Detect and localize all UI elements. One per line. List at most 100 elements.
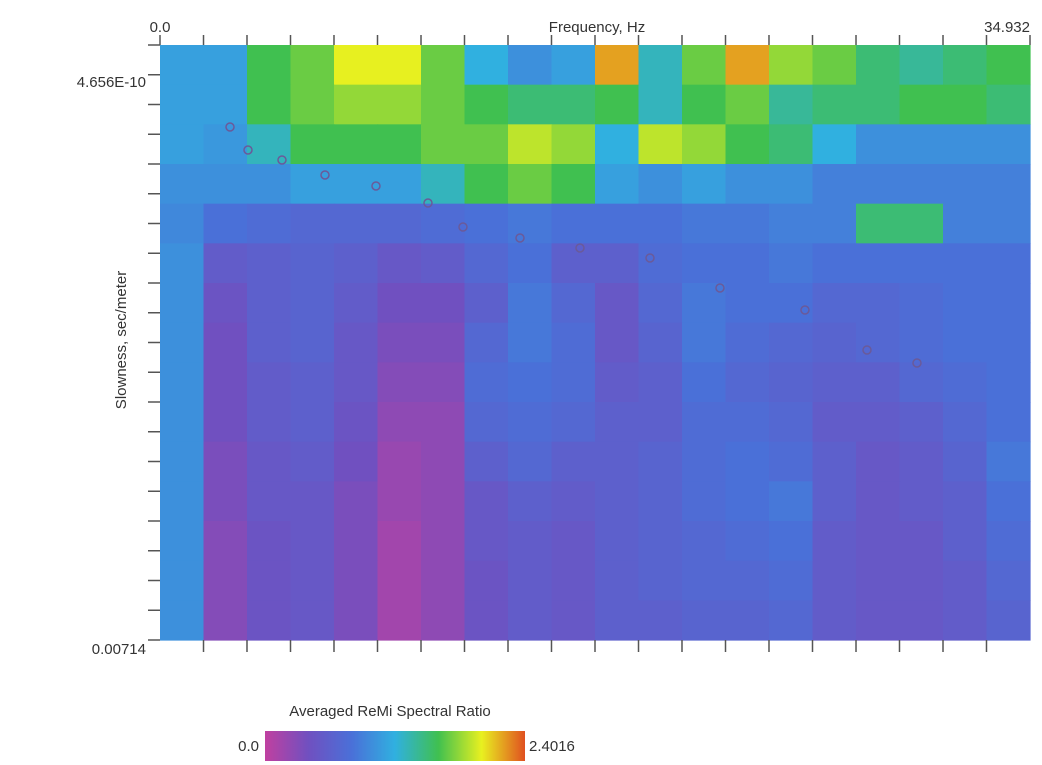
heatmap-cell (378, 521, 422, 561)
heatmap-cell (334, 85, 378, 125)
heatmap-cell (204, 402, 248, 442)
heatmap-cell (421, 204, 465, 244)
heatmap-cell (334, 45, 378, 85)
heatmap-cell (247, 402, 291, 442)
heatmap-cell (291, 164, 335, 204)
heatmap-cell (465, 521, 509, 561)
heatmap-cell (465, 600, 509, 640)
heatmap-cell (987, 442, 1031, 482)
heatmap-cell (160, 402, 204, 442)
heatmap-cell (943, 561, 987, 601)
colorbar-title: Averaged ReMi Spectral Ratio (289, 703, 491, 720)
heatmap-cell (639, 481, 683, 521)
heatmap-cell (639, 45, 683, 85)
heatmap-cell (943, 362, 987, 402)
heatmap-cell (682, 442, 726, 482)
heatmap-cell (378, 85, 422, 125)
heatmap-cell (595, 402, 639, 442)
heatmap-cell (726, 283, 770, 323)
heatmap-cell (508, 323, 552, 363)
heatmap-cell (508, 204, 552, 244)
heatmap-cell (987, 283, 1031, 323)
heatmap-cell (378, 402, 422, 442)
heatmap-cell (508, 283, 552, 323)
heatmap-cell (943, 600, 987, 640)
heatmap-cell (813, 164, 857, 204)
heatmap-cell (595, 45, 639, 85)
heatmap-cell (856, 442, 900, 482)
heatmap-cell (160, 442, 204, 482)
heatmap-cell (552, 481, 596, 521)
heatmap-cell (465, 283, 509, 323)
heatmap-cell (291, 124, 335, 164)
heatmap-cell (769, 243, 813, 283)
heatmap-cell (508, 85, 552, 125)
heatmap-cell (334, 164, 378, 204)
heatmap-cell (247, 561, 291, 601)
heatmap-cell (378, 481, 422, 521)
heatmap-cell (943, 323, 987, 363)
heatmap-cell (465, 402, 509, 442)
heatmap-cell (769, 283, 813, 323)
heatmap-cell (595, 283, 639, 323)
heatmap-cell (769, 521, 813, 561)
heatmap-cell (247, 362, 291, 402)
heatmap-cell (595, 204, 639, 244)
heatmap-cell (421, 442, 465, 482)
heatmap-cell (334, 204, 378, 244)
heatmap-cell (987, 85, 1031, 125)
heatmap-cell (204, 521, 248, 561)
heatmap-cell (204, 45, 248, 85)
heatmap-cell (160, 323, 204, 363)
heatmap-cell (465, 362, 509, 402)
heatmap-cell (856, 283, 900, 323)
heatmap-cell (682, 521, 726, 561)
heatmap-cell (639, 323, 683, 363)
heatmap-cell (856, 243, 900, 283)
heatmap-cell (421, 164, 465, 204)
heatmap-cell (595, 124, 639, 164)
heatmap-cell (378, 442, 422, 482)
heatmap-cell (900, 481, 944, 521)
heatmap-cell (552, 283, 596, 323)
heatmap-cell (334, 283, 378, 323)
heatmap-cell (639, 283, 683, 323)
heatmap-cell (813, 521, 857, 561)
heatmap-cell (160, 243, 204, 283)
heatmap-cell (682, 243, 726, 283)
heatmap-cell (900, 85, 944, 125)
heatmap-cell (465, 124, 509, 164)
heatmap-cell (726, 521, 770, 561)
heatmap-cell (595, 561, 639, 601)
heatmap-cell (987, 45, 1031, 85)
heatmap-cell (682, 481, 726, 521)
heatmap-cell (508, 243, 552, 283)
heatmap-cell (769, 362, 813, 402)
heatmap-cell (769, 481, 813, 521)
y-tick-label: 4.656E-10 (77, 74, 146, 91)
chart: Frequency, Hz Slowness, sec/meter Averag… (0, 0, 1042, 765)
heatmap-cell (552, 164, 596, 204)
heatmap-cell (769, 323, 813, 363)
heatmap-cell (813, 561, 857, 601)
heatmap-cell (421, 124, 465, 164)
heatmap-cell (552, 204, 596, 244)
heatmap-cell (595, 521, 639, 561)
heatmap-cell (943, 521, 987, 561)
heatmap-cell (769, 85, 813, 125)
heatmap-cell (204, 164, 248, 204)
heatmap-cell (421, 243, 465, 283)
heatmap-cell (639, 124, 683, 164)
heatmap-cell (291, 243, 335, 283)
heatmap-cell (378, 362, 422, 402)
heatmap-cell (508, 442, 552, 482)
heatmap-cell (726, 323, 770, 363)
heatmap-cell (160, 85, 204, 125)
heatmap-cell (943, 442, 987, 482)
heatmap-cell (943, 283, 987, 323)
heatmap-cell (291, 204, 335, 244)
heatmap-cell (465, 204, 509, 244)
heatmap-cell (204, 561, 248, 601)
heatmap-cell (769, 164, 813, 204)
heatmap-cell (204, 124, 248, 164)
